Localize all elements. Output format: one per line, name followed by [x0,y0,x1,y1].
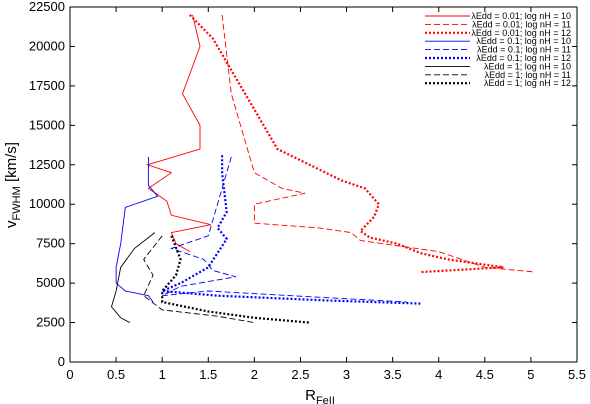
y-tick-label: 20000 [29,38,65,53]
legend-label: λEdd = 0.01; log nH = 11 [472,19,571,29]
y-tick-label: 17500 [29,78,65,93]
legend-label: λEdd = 0.1; log nH = 12 [476,53,571,63]
legend-label: λEdd = 0.01; log nH = 12 [471,28,571,38]
legend-label: λEdd = 0.1; log nH = 10 [476,36,571,46]
x-tick-label: 3.5 [384,367,402,382]
y-tick-label: 0 [58,354,65,369]
series-line [145,14,212,252]
x-axis-label: RFeII [305,387,335,404]
y-tick-label: 2500 [36,315,65,330]
legend-label: λEdd = 0.1; log nH = 11 [477,45,571,55]
series-line [111,232,156,323]
x-tick-label: 0 [66,367,73,382]
x-tick-label: 5 [527,367,534,382]
legend-label: λEdd = 1; log nH = 10 [484,61,571,71]
x-axis-label-main: R [305,387,316,404]
y-tick-label: 5000 [36,275,65,290]
series-line [189,14,504,274]
y-axis-label-main: v [3,220,20,228]
legend-label: λEdd = 1; log nH = 12 [484,78,571,88]
x-tick-label: 0.5 [107,367,125,382]
series-line [115,156,159,303]
y-axis-label-sub: FWHM [11,186,23,220]
y-tick-label: 15000 [29,117,65,132]
y-axis-label-rest: [km/s] [3,142,20,186]
x-tick-label: 5.5 [568,367,586,382]
y-tick-label: 22500 [29,0,65,14]
x-tick-label: 3 [343,367,350,382]
legend-label: λEdd = 0.01; log nH = 10 [471,11,571,21]
y-tick-label: 10000 [29,196,65,211]
series-line [161,156,407,303]
x-tick-label: 4 [435,367,442,382]
series-line [161,235,310,324]
x-tick-label: 2.5 [291,367,309,382]
series-line [221,14,536,273]
y-tick-label: 12500 [29,157,65,172]
y-axis-label: vFWHM [km/s] [3,142,23,228]
x-tick-label: 1.5 [199,367,217,382]
x-tick-label: 4.5 [476,367,494,382]
series-line [143,235,255,324]
y-tick-label: 7500 [36,236,65,251]
plot-frame [69,6,578,363]
legend-label: λEdd = 1; log nH = 11 [485,70,571,80]
x-axis-label-sub: FeII [316,395,335,404]
x-tick-label: 2 [251,367,258,382]
series-line [161,155,421,305]
x-tick-label: 1 [159,367,166,382]
